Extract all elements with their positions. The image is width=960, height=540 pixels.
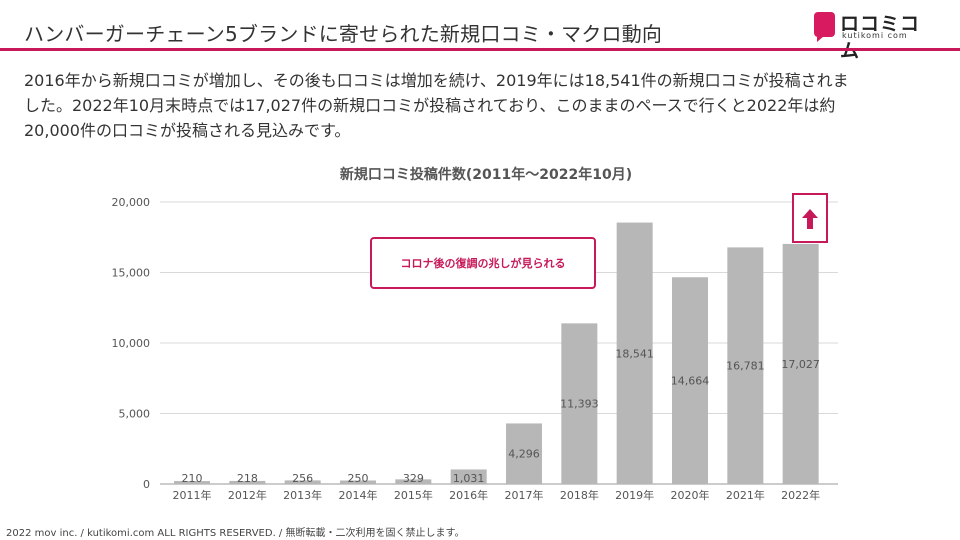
bar xyxy=(727,247,764,484)
bar xyxy=(782,243,819,484)
page-title: ハンバーガーチェーン5ブランドに寄せられた新規口コミ・マクロ動向 xyxy=(24,22,663,46)
x-tick-label: 2014年 xyxy=(339,488,378,502)
bar-value-label: 218 xyxy=(237,472,258,485)
logo-name: ロコミコム xyxy=(840,13,921,62)
bar-value-label: 4,296 xyxy=(508,448,540,461)
bar-value-label: 18,541 xyxy=(615,347,654,360)
y-tick-label: 15,000 xyxy=(112,267,151,280)
x-tick-label: 2015年 xyxy=(394,488,433,502)
callout-box: コロナ後の復調の兆しが見られる xyxy=(370,237,596,289)
bar xyxy=(561,323,598,484)
logo[interactable]: ロコミコム kutikomi com xyxy=(814,12,934,62)
bar-value-label: 11,393 xyxy=(560,398,599,411)
x-tick-label: 2022年 xyxy=(781,488,820,502)
bar-value-label: 256 xyxy=(292,472,313,485)
bar-value-label: 250 xyxy=(348,472,369,485)
x-tick-label: 2020年 xyxy=(671,488,710,502)
y-tick-label: 5,000 xyxy=(119,408,151,421)
up-arrow-icon xyxy=(802,209,818,229)
bar-chart: 新規口コミ投稿件数(2011年〜2022年10月) 0 5,000 10,000 15,… xyxy=(112,166,838,502)
bar-value-label: 17,027 xyxy=(781,358,820,371)
bar-value-label: 329 xyxy=(403,472,424,485)
intro-text: 2016年から新規口コミが増加し、その後も口コミは増加を続け、2019年には18… xyxy=(24,68,934,143)
logo-mark-icon xyxy=(814,12,835,42)
x-tick-label: 2013年 xyxy=(283,488,322,502)
bar xyxy=(174,481,210,484)
header-rule xyxy=(0,48,960,51)
intro-line-2: した。2022年10月末時点では17,027件の新規口コミが投稿されており、この… xyxy=(24,96,836,115)
x-tick-label: 2011年 xyxy=(173,488,212,502)
header: ハンバーガーチェーン5ブランドに寄せられた新規口コミ・マクロ動向 ロコミコム k… xyxy=(0,0,960,62)
x-tick-label: 2017年 xyxy=(505,488,544,502)
bar xyxy=(506,423,542,484)
bar xyxy=(284,480,321,484)
bar xyxy=(672,277,708,484)
footer-copyright: 2022 mov inc. / kutikomi.com ALL RIGHTS … xyxy=(6,528,465,539)
bar-value-label: 14,664 xyxy=(671,375,710,388)
callout-text: コロナ後の復調の兆しが見られる xyxy=(400,257,566,270)
y-tick-label: 10,000 xyxy=(112,337,151,350)
y-tick-label: 0 xyxy=(143,478,150,491)
bar xyxy=(340,480,376,484)
intro-line-1: 2016年から新規口コミが増加し、その後も口コミは増加を続け、2019年には18… xyxy=(24,71,849,90)
x-tick-label: 2021年 xyxy=(726,488,765,502)
bar-value-label: 1,031 xyxy=(453,472,485,485)
logo-subtitle: kutikomi com xyxy=(842,31,908,40)
x-tick-label: 2019年 xyxy=(615,488,654,502)
bar-value-label: 210 xyxy=(182,472,203,485)
x-tick-label: 2018年 xyxy=(560,488,599,502)
bar-value-label: 16,781 xyxy=(726,360,765,373)
bar xyxy=(450,469,487,484)
bar xyxy=(616,222,653,484)
y-tick-label: 20,000 xyxy=(112,196,151,209)
x-tick-label: 2012年 xyxy=(228,488,267,502)
x-tick-label: 2016年 xyxy=(449,488,488,502)
highlight-2022-box xyxy=(792,193,828,243)
intro-line-3: 20,000件の口コミが投稿される見込みです。 xyxy=(24,121,351,140)
bar xyxy=(229,480,266,484)
bar xyxy=(395,479,432,484)
chart-title: 新規口コミ投稿件数(2011年〜2022年10月) xyxy=(340,166,632,183)
